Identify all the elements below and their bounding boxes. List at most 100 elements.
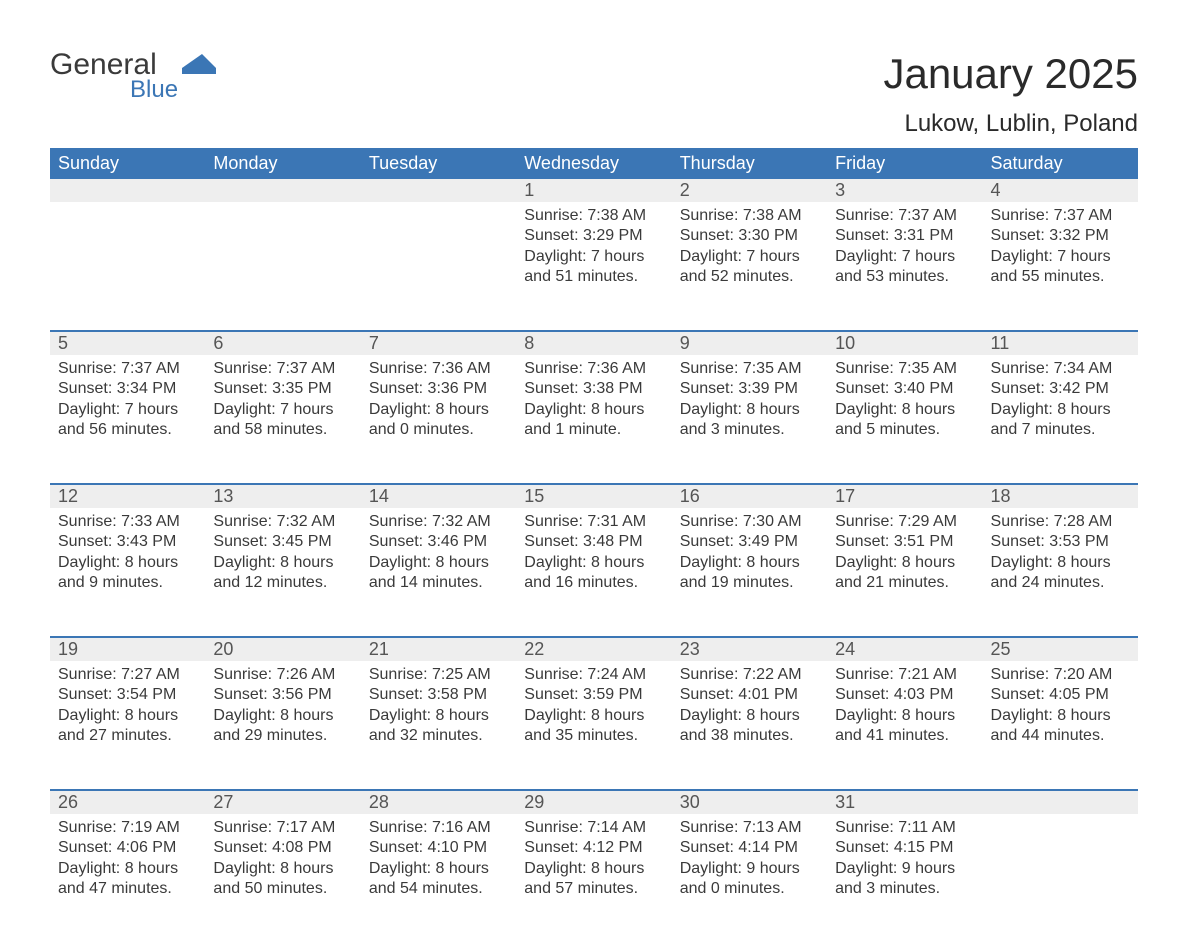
day-body-row: Sunrise: 7:37 AMSunset: 3:34 PMDaylight:…	[50, 355, 1138, 483]
sunset-text: Sunset: 3:32 PM	[991, 226, 1130, 246]
day-number: 19	[50, 638, 205, 661]
daylight-text: Daylight: 8 hours and 57 minutes.	[524, 859, 663, 900]
sunset-text: Sunset: 3:42 PM	[991, 379, 1130, 399]
day-cell: Sunrise: 7:19 AMSunset: 4:06 PMDaylight:…	[50, 814, 205, 942]
day-number: 10	[827, 332, 982, 355]
day-body: Sunrise: 7:25 AMSunset: 3:58 PMDaylight:…	[361, 661, 516, 759]
day-number: 8	[516, 332, 671, 355]
sunset-text: Sunset: 3:54 PM	[58, 685, 197, 705]
day-body	[361, 202, 516, 218]
sunrise-text: Sunrise: 7:14 AM	[524, 818, 663, 838]
sunrise-text: Sunrise: 7:16 AM	[369, 818, 508, 838]
sunset-text: Sunset: 3:53 PM	[991, 532, 1130, 552]
day-cell: Sunrise: 7:38 AMSunset: 3:30 PMDaylight:…	[672, 202, 827, 330]
sunrise-text: Sunrise: 7:31 AM	[524, 512, 663, 532]
weeks-container: 1234Sunrise: 7:38 AMSunset: 3:29 PMDayli…	[50, 179, 1138, 942]
weekday-header-row: Sunday Monday Tuesday Wednesday Thursday…	[50, 148, 1138, 179]
weekday-header: Thursday	[672, 148, 827, 179]
day-body: Sunrise: 7:28 AMSunset: 3:53 PMDaylight:…	[983, 508, 1138, 606]
sunset-text: Sunset: 4:15 PM	[835, 838, 974, 858]
day-body-row: Sunrise: 7:33 AMSunset: 3:43 PM Daylight:…	[50, 508, 1138, 636]
sunset-text: Sunset: 3:46 PM	[369, 532, 508, 552]
day-number	[50, 179, 205, 202]
daylight-text: Daylight: 9 hours and 3 minutes.	[835, 859, 974, 900]
daylight-text: Daylight: 8 hours and 29 minutes.	[213, 706, 352, 747]
sunset-text: Sunset: 3:31 PM	[835, 226, 974, 246]
logo: General Blue	[50, 50, 222, 104]
sunrise-text: Sunrise: 7:29 AM	[835, 512, 974, 532]
day-cell: Sunrise: 7:32 AMSunset: 3:46 PMDaylight:…	[361, 508, 516, 636]
day-number: 15	[516, 485, 671, 508]
sunrise-text: Sunrise: 7:37 AM	[991, 206, 1130, 226]
day-number: 27	[205, 791, 360, 814]
week-row: 567891011Sunrise: 7:37 AMSunset: 3:34 PM…	[50, 332, 1138, 483]
sunrise-text: Sunrise: 7:36 AM	[524, 359, 663, 379]
daylight-text: Daylight: 7 hours and 53 minutes.	[835, 247, 974, 288]
weekday-header: Monday	[205, 148, 360, 179]
daylight-text: Daylight: 8 hours and 0 minutes.	[369, 400, 508, 441]
sunrise-text: Sunrise: 7:38 AM	[680, 206, 819, 226]
daylight-text: Daylight: 8 hours and 16 minutes.	[524, 553, 663, 594]
day-cell: Sunrise: 7:20 AMSunset: 4:05 PMDaylight:…	[983, 661, 1138, 789]
day-cell: Sunrise: 7:17 AMSunset: 4:08 PMDaylight:…	[205, 814, 360, 942]
day-cell: Sunrise: 7:32 AMSunset: 3:45 PMDaylight:…	[205, 508, 360, 636]
day-number: 20	[205, 638, 360, 661]
sunset-text: Sunset: 4:05 PM	[991, 685, 1130, 705]
day-body: Sunrise: 7:22 AMSunset: 4:01 PMDaylight:…	[672, 661, 827, 759]
sunrise-text: Sunrise: 7:11 AM	[835, 818, 974, 838]
weekday-header: Saturday	[983, 148, 1138, 179]
logo-word2: Blue	[130, 76, 178, 104]
day-cell: Sunrise: 7:36 AMSunset: 3:36 PMDaylight:…	[361, 355, 516, 483]
sunrise-text: Sunrise: 7:32 AM	[369, 512, 508, 532]
weekday-header: Sunday	[50, 148, 205, 179]
day-number: 3	[827, 179, 982, 202]
sunrise-text: Sunrise: 7:17 AM	[213, 818, 352, 838]
day-number: 5	[50, 332, 205, 355]
day-body: Sunrise: 7:37 AMSunset: 3:31 PMDaylight:…	[827, 202, 982, 300]
daylight-text: Daylight: 8 hours and 44 minutes.	[991, 706, 1130, 747]
sunset-text: Sunset: 3:35 PM	[213, 379, 352, 399]
sunset-text: Sunset: 3:45 PM	[213, 532, 352, 552]
daylight-text: Daylight: 7 hours and 56 minutes.	[58, 400, 197, 441]
day-cell	[361, 202, 516, 330]
sunset-text: Sunset: 3:43 PM	[58, 532, 197, 552]
day-body-row: Sunrise: 7:27 AMSunset: 3:54 PMDaylight:…	[50, 661, 1138, 789]
day-body	[205, 202, 360, 218]
day-body: Sunrise: 7:27 AMSunset: 3:54 PMDaylight:…	[50, 661, 205, 759]
day-cell: Sunrise: 7:25 AMSunset: 3:58 PMDaylight:…	[361, 661, 516, 789]
day-number: 4	[983, 179, 1138, 202]
daynum-row: 567891011	[50, 332, 1138, 355]
daynum-row: 12131415161718	[50, 485, 1138, 508]
calendar: Sunday Monday Tuesday Wednesday Thursday…	[50, 148, 1138, 942]
sunset-text: Sunset: 3:34 PM	[58, 379, 197, 399]
day-body: Sunrise: 7:26 AMSunset: 3:56 PMDaylight:…	[205, 661, 360, 759]
sunset-text: Sunset: 3:29 PM	[524, 226, 663, 246]
day-body: Sunrise: 7:30 AMSunset: 3:49 PMDaylight:…	[672, 508, 827, 606]
daynum-row: 262728293031	[50, 791, 1138, 814]
day-body: Sunrise: 7:38 AMSunset: 3:30 PMDaylight:…	[672, 202, 827, 300]
day-cell: Sunrise: 7:16 AMSunset: 4:10 PMDaylight:…	[361, 814, 516, 942]
day-number: 30	[672, 791, 827, 814]
sunrise-text: Sunrise: 7:35 AM	[835, 359, 974, 379]
sunrise-text: Sunrise: 7:20 AM	[991, 665, 1130, 685]
day-number: 29	[516, 791, 671, 814]
day-number: 18	[983, 485, 1138, 508]
sunrise-text: Sunrise: 7:24 AM	[524, 665, 663, 685]
daylight-text: Daylight: 8 hours and 50 minutes.	[213, 859, 352, 900]
day-number: 22	[516, 638, 671, 661]
day-cell: Sunrise: 7:22 AMSunset: 4:01 PMDaylight:…	[672, 661, 827, 789]
day-number: 25	[983, 638, 1138, 661]
sunset-text: Sunset: 3:38 PM	[524, 379, 663, 399]
day-number	[205, 179, 360, 202]
sunset-text: Sunset: 3:58 PM	[369, 685, 508, 705]
header: General Blue January 2025 Lukow, Lublin,…	[50, 50, 1138, 138]
week-row: 12131415161718Sunrise: 7:33 AMSunset: 3:…	[50, 485, 1138, 636]
sunset-text: Sunset: 3:59 PM	[524, 685, 663, 705]
day-body: Sunrise: 7:14 AMSunset: 4:12 PMDaylight:…	[516, 814, 671, 912]
day-number: 11	[983, 332, 1138, 355]
day-body: Sunrise: 7:24 AMSunset: 3:59 PMDaylight:…	[516, 661, 671, 759]
daylight-text: Daylight: 8 hours and 24 minutes.	[991, 553, 1130, 594]
day-cell: Sunrise: 7:34 AMSunset: 3:42 PMDaylight:…	[983, 355, 1138, 483]
sunset-text: Sunset: 3:40 PM	[835, 379, 974, 399]
sunrise-text: Sunrise: 7:33 AM	[58, 512, 197, 532]
